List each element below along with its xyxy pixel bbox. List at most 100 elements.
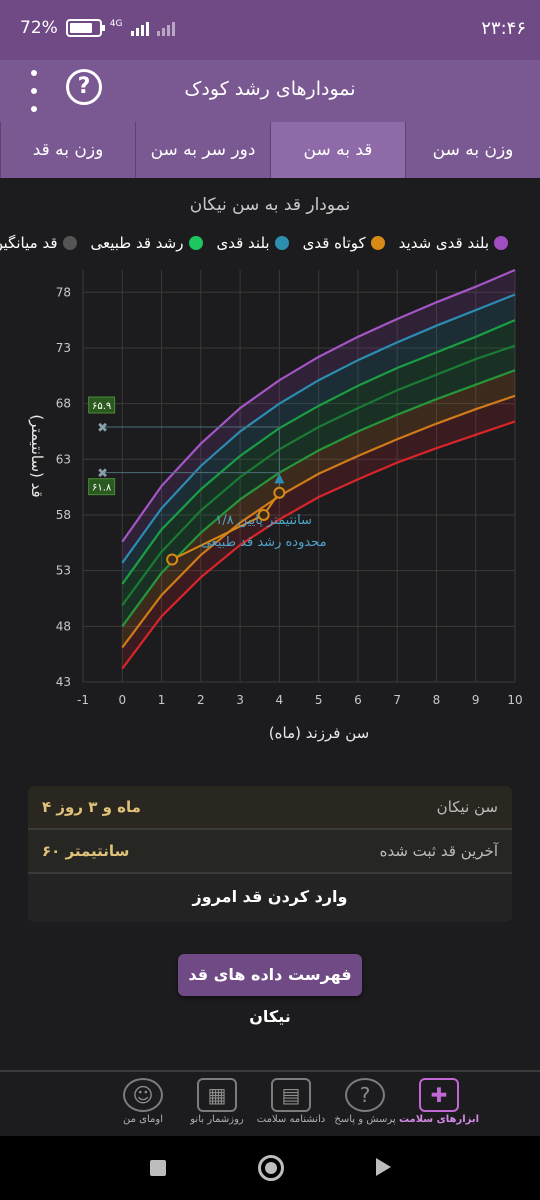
legend-item[interactable]: رشد قد طبیعی [91, 234, 203, 252]
tab-head-age[interactable]: دور سر به سن [135, 122, 270, 178]
child-data-point [257, 508, 270, 521]
nav-label: اومای من [123, 1114, 163, 1125]
legend-item[interactable]: کوتاه قدی [303, 234, 385, 252]
user-avatar-icon: ☺ [123, 1078, 163, 1112]
age-value: ۴ ماه و ۳ روز [42, 798, 141, 816]
info-card: ۴ ماه و ۳ روز سن نیکان ۶۰ سانتیمتر آخرین… [28, 786, 512, 922]
target-marker [274, 473, 285, 484]
series-line [121, 293, 516, 564]
age-row: ۴ ماه و ۳ روز سن نیکان [28, 786, 512, 830]
legend-dot [494, 236, 508, 250]
series-line [121, 369, 516, 627]
tab-height-age[interactable]: قد به سن [270, 122, 405, 178]
nav-encyclopedia[interactable]: ▤ دانشنامه سلامت [254, 1072, 328, 1136]
reference-cross: ✖ [97, 421, 108, 436]
legend-item[interactable]: قد میانگین [0, 234, 77, 252]
legend-dot [62, 236, 77, 250]
legend-dot [274, 236, 289, 250]
nav-profile[interactable]: ☺ اومای من [106, 1072, 180, 1136]
status-bar: 72% 4G ۲۳:۴۶ [0, 0, 540, 60]
x-tick-label: 1 [158, 693, 166, 707]
x-axis-label: سن فرزند (ماه) [269, 724, 369, 742]
signal-icon [130, 20, 149, 36]
chart-annotation: محدوده رشد قد طبیعی [201, 535, 327, 550]
nav-qa[interactable]: ? پرسش و پاسخ [328, 1072, 402, 1136]
x-tick-label: 6 [354, 693, 362, 707]
page-title: نمودارهای رشد کودک [184, 78, 356, 100]
age-label: سن نیکان [436, 798, 498, 816]
legend-dot [188, 236, 203, 250]
height-value: ۶۰ سانتیمتر [42, 842, 130, 860]
child-data-point [273, 486, 286, 499]
x-tick-label: 3 [236, 693, 244, 707]
newspaper-icon: ▤ [271, 1078, 311, 1112]
y-tick-label: 63 [56, 452, 71, 466]
enter-today-height-button[interactable]: وارد کردن قد امروز [192, 887, 348, 906]
home-icon[interactable] [258, 1155, 284, 1181]
tab-bar: وزن به سن قد به سن دور سر به سن وزن به ق… [0, 122, 540, 178]
x-tick-label: 0 [118, 693, 126, 707]
y-tick-label: 53 [56, 564, 71, 578]
legend-dot [370, 236, 385, 250]
reference-label: ۶۵.۹ [92, 401, 111, 412]
system-nav [0, 1136, 540, 1200]
legend-label: بلند قدی شدید [398, 234, 489, 252]
calendar-icon: ▦ [197, 1078, 237, 1112]
tab-weight-height[interactable]: وزن به قد [0, 122, 135, 178]
question-circle-icon[interactable]: ? [66, 69, 102, 105]
chart-band [122, 270, 515, 563]
status-time: ۲۳:۴۶ [481, 18, 526, 39]
chart-legend: بلند قدی شدید کوتاه قدی بلند قدی رشد قد طبی… [0, 234, 508, 252]
series-line [121, 420, 516, 670]
x-tick-label: 5 [315, 693, 323, 707]
x-tick-label: 7 [393, 693, 401, 707]
series-line [121, 319, 516, 585]
reference-cross: ✖ [97, 467, 108, 482]
nav-health-tools[interactable]: ✚ ابزارهای سلامت [398, 1072, 480, 1136]
chart-band [122, 370, 515, 648]
legend-label: رشد قد طبیعی [90, 234, 184, 252]
signal-2-icon [156, 20, 175, 36]
y-axis-label: قد (سانتیمتر) [28, 414, 46, 497]
series-line [121, 394, 516, 649]
y-tick-label: 43 [56, 675, 71, 689]
chart-title: نمودار قد به سن نیکان [189, 195, 351, 215]
chart-band [122, 345, 515, 627]
legend-item[interactable]: بلند قدی شدید [399, 234, 508, 252]
status-left: 72% 4G [20, 18, 175, 38]
chart-band [122, 395, 515, 669]
question-bubble-icon: ? [345, 1078, 385, 1112]
nav-calendar[interactable]: ▦ روزشمار بانو [180, 1072, 254, 1136]
reference-label-box [88, 396, 116, 414]
app-header: ? نمودارهای رشد کودک [0, 60, 540, 122]
battery-percent: 72% [20, 18, 58, 38]
nav-label: روزشمار بانو [190, 1114, 244, 1125]
more-vertical-icon[interactable] [28, 70, 40, 112]
medical-kit-icon: ✚ [419, 1078, 459, 1112]
reference-label: ۶۱.۸ [92, 483, 112, 494]
x-tick-label: 4 [276, 693, 284, 707]
x-tick-label: 9 [472, 693, 480, 707]
legend-item[interactable]: بلند قدی [217, 234, 289, 252]
nav-label: ابزارهای سلامت [398, 1114, 480, 1125]
bottom-nav: ✚ ابزارهای سلامت ? پرسش و پاسخ ▤ دانشنام… [0, 1070, 540, 1136]
chart-band [122, 294, 515, 585]
y-tick-label: 48 [56, 619, 71, 633]
chart-band [122, 320, 515, 606]
height-row: ۶۰ سانتیمتر آخرین قد ثبت شده [28, 830, 512, 874]
nav-label: پرسش و پاسخ [334, 1114, 396, 1125]
y-tick-label: 78 [56, 285, 71, 299]
x-tick-label: -1 [77, 693, 89, 707]
tab-weight-age[interactable]: وزن به سن [405, 122, 540, 178]
legend-label: کوتاه قدی [302, 234, 366, 252]
x-tick-label: 2 [197, 693, 205, 707]
reference-label-box [88, 478, 116, 496]
network-type: 4G [109, 19, 123, 29]
back-icon[interactable] [376, 1158, 391, 1176]
recents-icon[interactable] [150, 1160, 166, 1176]
series-line [121, 344, 516, 606]
y-tick-label: 68 [56, 397, 71, 411]
height-list-button[interactable]: فهرست داده های قد نیکان [178, 954, 362, 1026]
y-tick-label: 73 [56, 341, 71, 355]
